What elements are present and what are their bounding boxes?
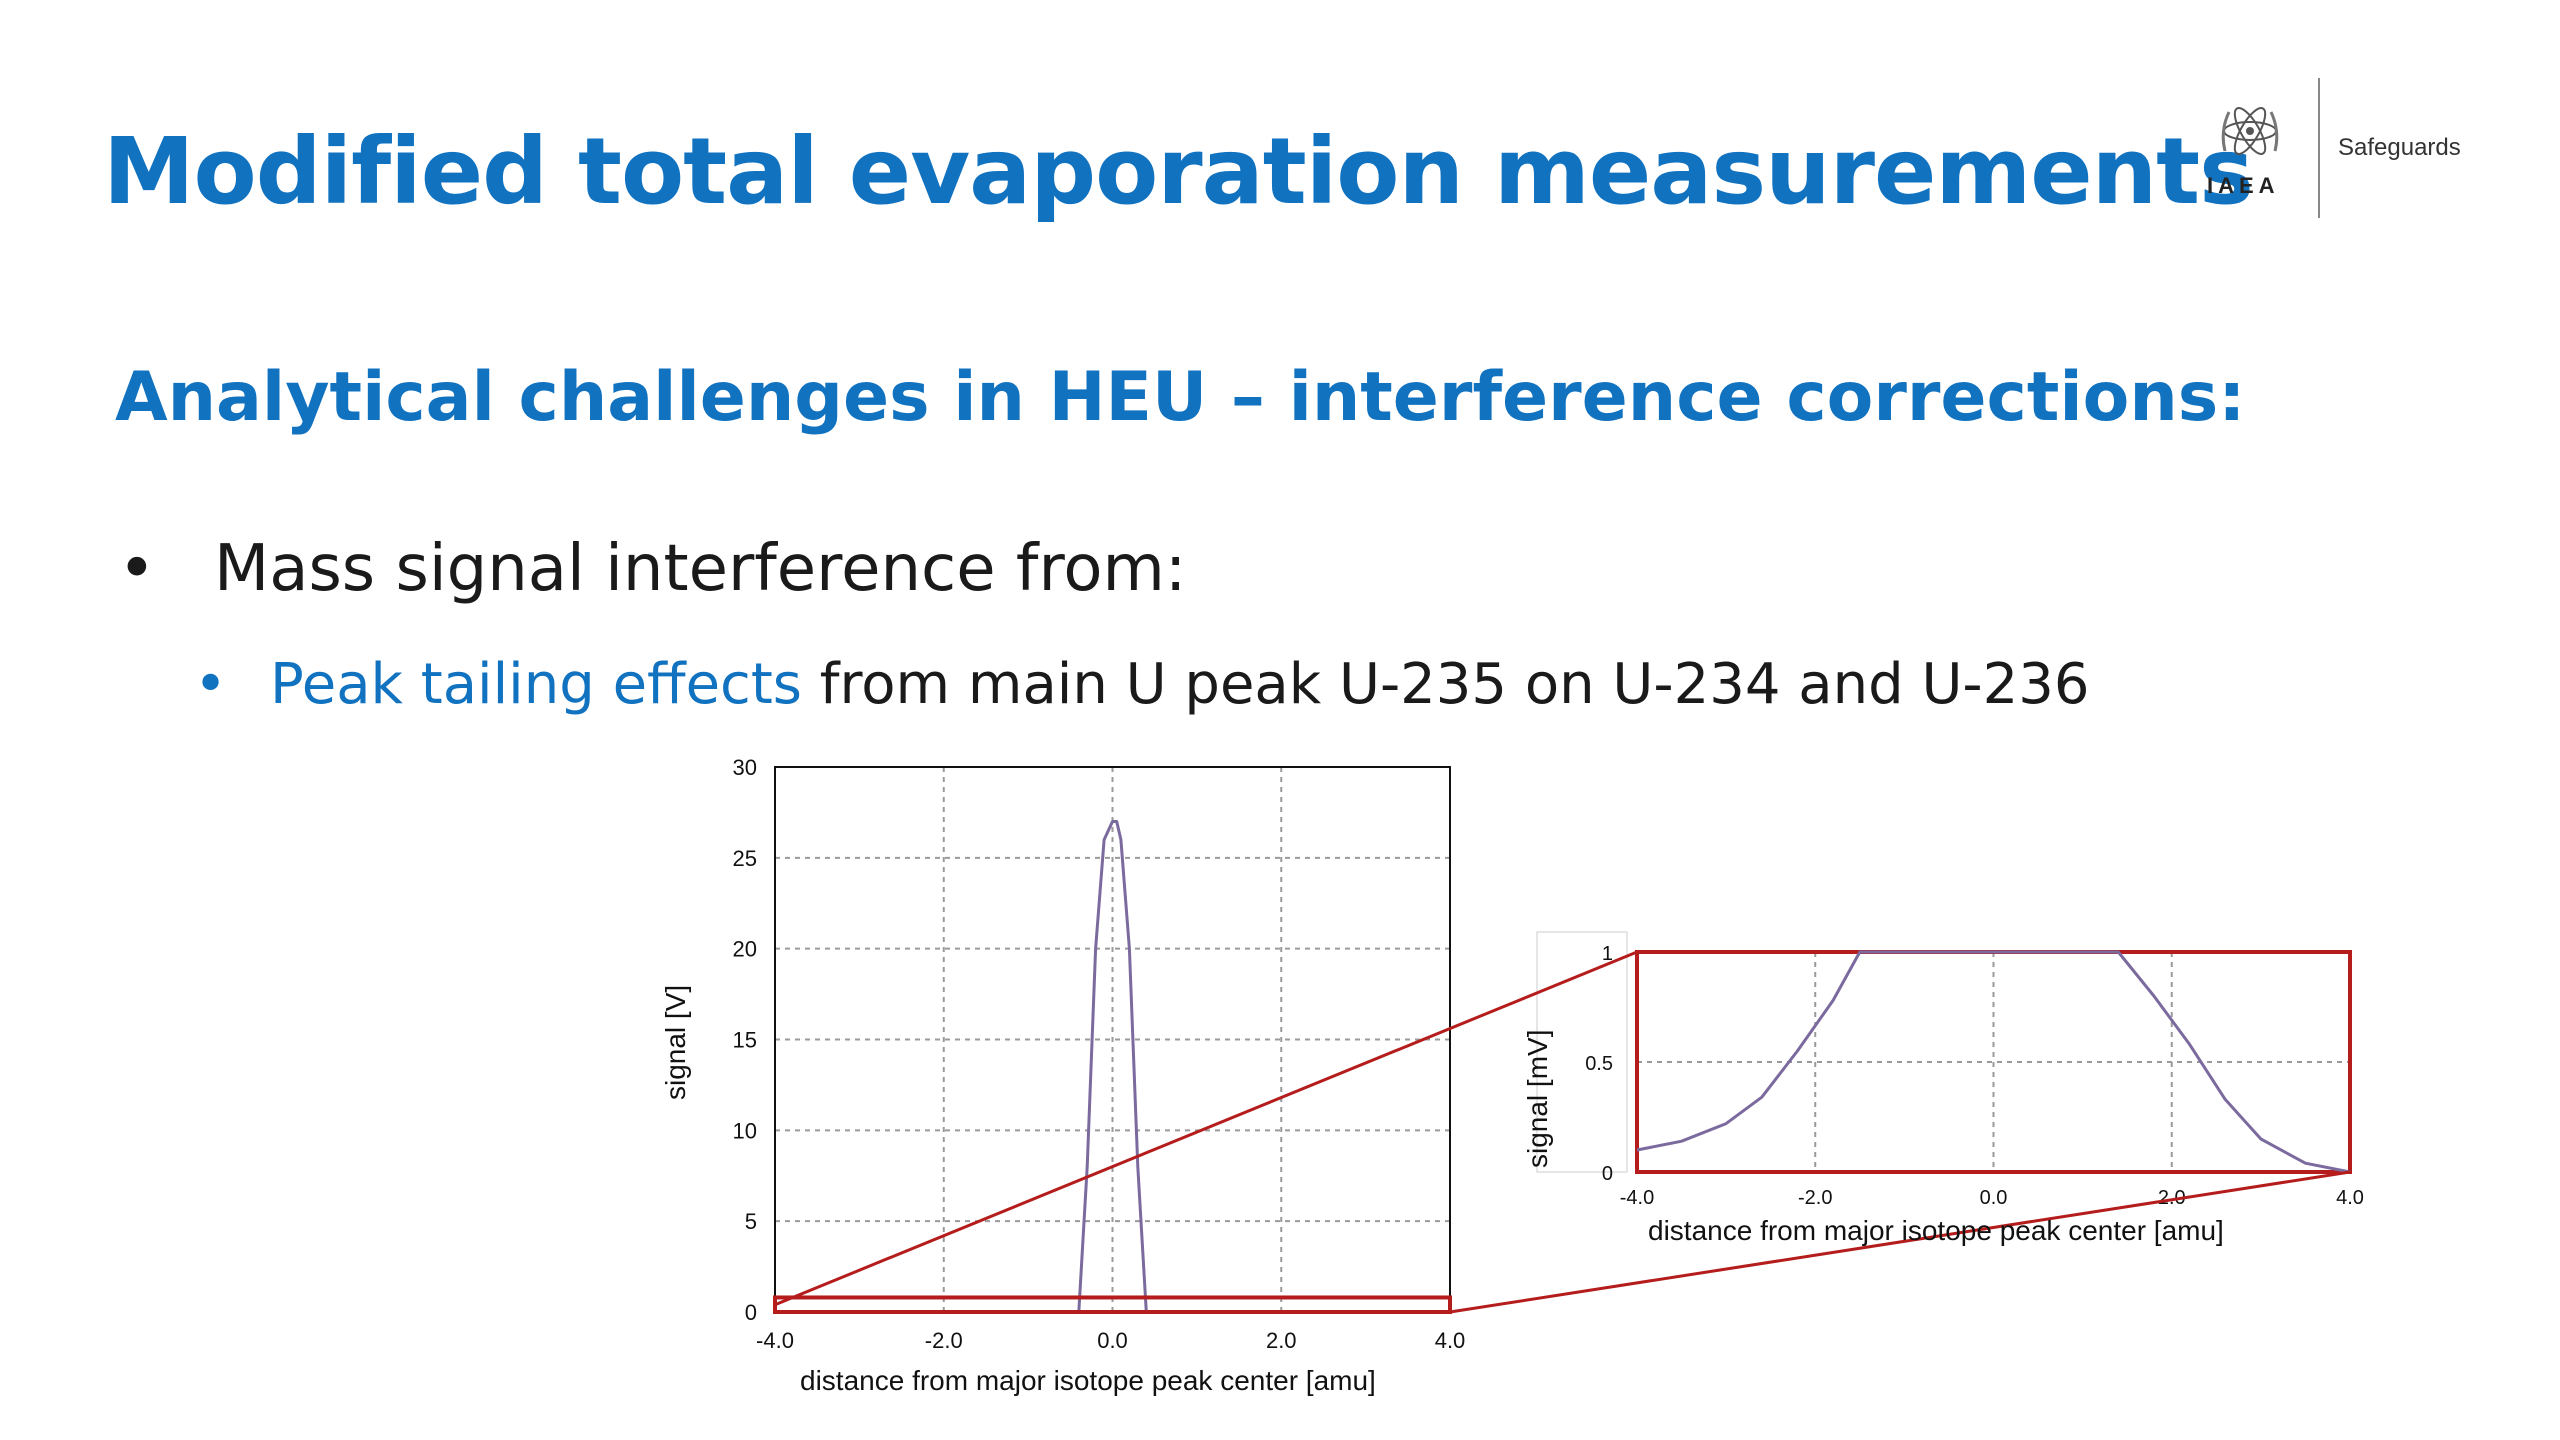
inset-x-axis-label: distance from major isotope peak center … xyxy=(1648,1215,2224,1246)
y-tick-label: 5 xyxy=(745,1209,757,1234)
zoom-region-box xyxy=(773,1295,1452,1315)
iaea-logo: IAEA Safeguards xyxy=(2195,78,2495,223)
bullet-highlight: Peak tailing effects xyxy=(270,652,802,717)
main-y-axis-label: signal [V] xyxy=(660,984,691,1100)
bullet-rest: from main U peak U-235 on U-234 and U-23… xyxy=(801,652,2090,717)
x-tick-label: -4.0 xyxy=(756,1328,794,1353)
x-tick-label: 0.0 xyxy=(1097,1328,1128,1353)
inset-y-axis-label: signal [mV] xyxy=(1522,1029,1553,1169)
x-tick-label: -2.0 xyxy=(1798,1187,1832,1209)
y-tick-label: 15 xyxy=(733,1028,757,1053)
main-x-axis-label: distance from major isotope peak center … xyxy=(800,1365,1376,1396)
logo-divider xyxy=(2318,78,2320,218)
bullet-marker: • xyxy=(118,532,156,606)
inset-axis-frame xyxy=(1536,931,1628,1173)
bullet-marker: • xyxy=(194,652,228,717)
x-tick-label: 4.0 xyxy=(1435,1328,1466,1353)
iaea-atom-olive-icon xyxy=(2221,107,2279,155)
x-tick-label: 4.0 xyxy=(2336,1187,2364,1209)
y-tick-label: 1 xyxy=(1602,943,1613,965)
connector-line xyxy=(1449,1170,2351,1314)
series-line xyxy=(1636,950,2351,1174)
slide-subtitle: Analytical challenges in HEU – interfere… xyxy=(115,358,2246,437)
x-tick-label: -2.0 xyxy=(925,1328,963,1353)
y-tick-label: 30 xyxy=(733,755,757,780)
y-tick-label: 25 xyxy=(733,846,757,871)
x-tick-label: -4.0 xyxy=(1620,1187,1654,1209)
series-line xyxy=(775,820,1450,1314)
bullet-text: Mass signal interference from: xyxy=(214,532,1187,606)
bullet-text: Peak tailing effects from main U peak U-… xyxy=(270,652,2090,717)
connector-line xyxy=(774,950,1638,1307)
y-tick-label: 20 xyxy=(733,937,757,962)
y-tick-label: 10 xyxy=(733,1118,757,1143)
x-tick-label: 0.0 xyxy=(1980,1187,2008,1209)
y-tick-label: 0 xyxy=(745,1300,757,1325)
x-tick-label: 2.0 xyxy=(2158,1187,2186,1209)
iaea-wordmark: IAEA xyxy=(2207,173,2280,198)
slide-title: Modified total evaporation measurements xyxy=(103,118,2254,225)
logo-division-label: Safeguards xyxy=(2338,134,2461,161)
y-tick-label: 0 xyxy=(1602,1163,1613,1185)
y-tick-label: 0.5 xyxy=(1585,1053,1613,1075)
x-tick-label: 2.0 xyxy=(1266,1328,1297,1353)
